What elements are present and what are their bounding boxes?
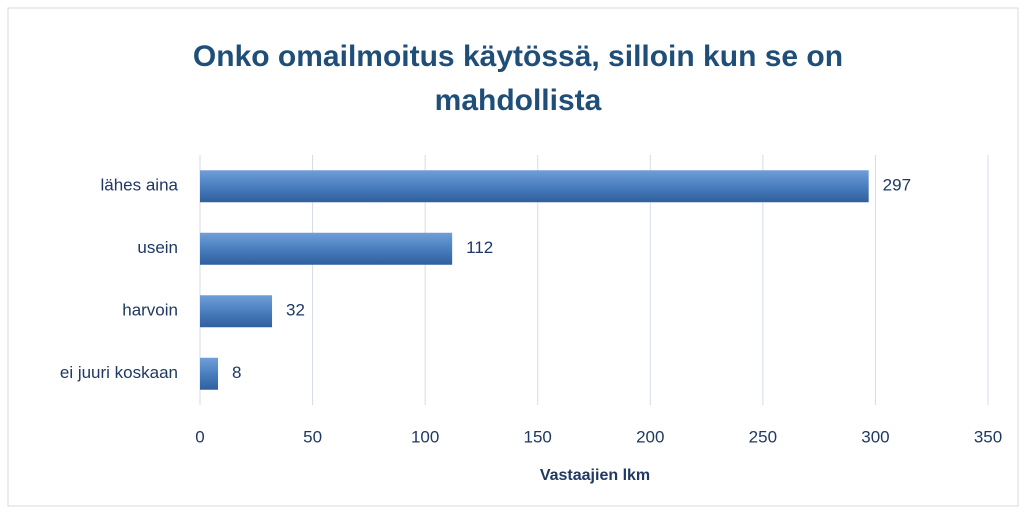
y-tick-label: usein	[137, 238, 178, 257]
x-tick-label: 200	[636, 427, 664, 446]
x-tick-label: 300	[861, 427, 889, 446]
y-tick-label: lähes aina	[100, 176, 178, 195]
bar	[200, 295, 273, 328]
x-tick-label: 150	[524, 427, 552, 446]
x-axis-label: Vastaajien lkm	[540, 467, 650, 484]
x-tick-label: 0	[195, 427, 204, 446]
x-tick-label: 250	[749, 427, 777, 446]
y-tick-label: harvoin	[122, 301, 178, 320]
x-tick-label: 100	[411, 427, 439, 446]
data-label: 297	[883, 176, 911, 195]
bar	[200, 357, 219, 390]
bar	[200, 170, 869, 203]
y-tick-label: ei juuri koskaan	[60, 363, 178, 382]
bar	[200, 232, 453, 265]
data-label: 112	[466, 238, 493, 257]
x-tick-label: 50	[303, 427, 322, 446]
chart-frame	[7, 7, 1019, 507]
data-label: 8	[232, 363, 241, 382]
x-tick-label: 350	[974, 427, 1002, 446]
data-label: 32	[286, 301, 305, 320]
chart-title: Onko omailmoitus käytössä, silloin kun s…	[193, 40, 843, 117]
